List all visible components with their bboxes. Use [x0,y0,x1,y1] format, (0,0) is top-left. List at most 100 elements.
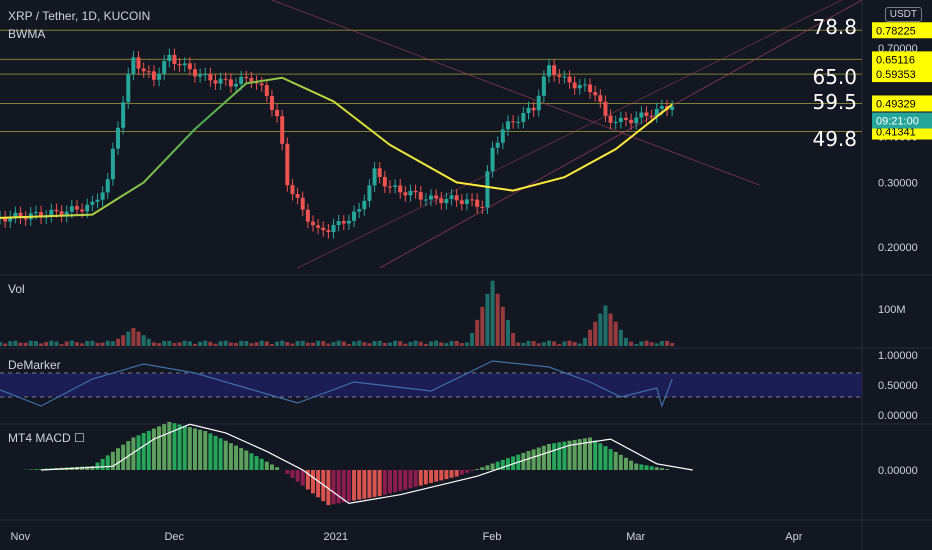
demarker-band [0,373,862,397]
candle-body [562,76,567,78]
macd-histogram-bar [100,458,105,470]
macd-histogram-bar [577,439,582,470]
volume-bar [167,340,172,346]
macd-histogram-bar [208,433,213,470]
volume-bar [300,340,305,346]
volume-bar [593,321,598,346]
candle-body [511,121,516,123]
candle-body [310,221,315,226]
candle-body [582,84,587,86]
macd-histogram-bar [654,467,659,470]
candle-body [177,63,182,66]
volume-bar [182,340,187,346]
channel-line [297,0,843,269]
volume-bar [511,332,516,346]
x-axis-label: Nov [11,531,31,543]
macd-histogram-bar [598,443,603,470]
volume-bar [341,341,346,346]
volume-bar [608,313,613,346]
volume-bar [64,341,69,346]
macd-histogram-bar [382,470,387,495]
macd-histogram-bar [634,463,639,470]
macd-histogram-bar [116,448,121,470]
volume-bar [336,340,341,346]
macd-histogram-bar [418,470,423,486]
macd-histogram-bar [470,470,475,471]
candle-body [95,199,100,202]
macd-histogram-bar [310,470,315,494]
volume-bar [429,341,433,346]
candle-body [567,76,572,83]
candle-body [659,106,664,109]
candle-body [382,176,387,187]
macd-histogram-bar [218,438,223,470]
candle-body [485,171,490,208]
candle-body [377,168,382,177]
candle-body [64,211,69,216]
volume-bar [259,340,264,346]
volume-bar [95,342,100,346]
macd-histogram-bar [572,439,577,470]
volume-bar [531,341,536,346]
volume-pane-title: Vol [8,282,25,296]
macd-histogram-bar [110,451,115,470]
price-tag [872,51,932,68]
macd-histogram-bar [393,470,398,493]
volume-bar [377,340,382,346]
volume-bar [403,343,408,346]
fib-label-595: 59.5 [812,90,857,114]
volume-bar [485,293,490,346]
x-axis-label: 2021 [324,531,348,543]
candle-body [218,78,223,84]
macd-histogram-bar [464,470,469,473]
macd-histogram-bar [567,440,572,470]
candle-body [623,117,628,120]
candle-body [151,71,156,80]
candle-body [629,119,634,124]
candle-body [439,198,444,204]
volume-bar [475,319,480,346]
volume-bar [321,341,326,346]
volume-bar [603,305,608,346]
macd-histogram-bar [362,470,367,499]
candle-body [346,220,351,224]
volume-bar [577,343,582,346]
macd-histogram-bar [495,461,500,470]
volume-bar [505,319,510,346]
volume-bar [613,321,618,346]
candle-body [470,199,475,201]
volume-bar [264,341,269,346]
macd-histogram-bar [239,448,244,470]
candle-body [547,65,552,77]
volume-bar [44,342,49,346]
volume-bar [285,342,290,346]
volume-bar [244,340,249,346]
candle-body [326,230,331,233]
volume-bar [187,341,192,346]
macd-histogram-bar [526,451,531,470]
macd-histogram-bar [264,461,269,470]
macd-histogram-bar [485,465,490,470]
candle-body [105,179,110,193]
macd-histogram-bar [490,463,495,470]
volume-bar [459,343,464,346]
currency-unit-button[interactable]: USDT [884,7,922,22]
candle-body [654,108,659,117]
macd-histogram-bar [167,421,172,470]
volume-bar [213,343,218,346]
macd-histogram-bar [603,446,608,470]
macd-histogram-bar [259,458,264,470]
candle-body [429,195,433,200]
volume-bar [305,342,310,346]
fib-label-498: 49.8 [812,127,857,151]
candle-body [305,209,310,222]
macd-histogram-bar [377,470,382,496]
volume-bar [618,329,623,346]
macd-histogram-bar [213,435,218,470]
candle-body [121,102,126,128]
candle-body [69,206,74,212]
candle-body [157,73,162,80]
macd-histogram-bar [172,423,177,470]
volume-bar [654,343,659,346]
